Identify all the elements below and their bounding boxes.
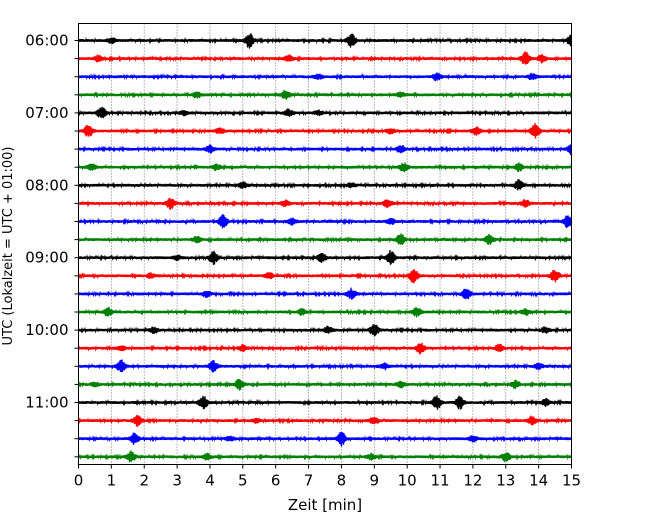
x-tick-label: 11 — [430, 472, 449, 490]
x-tick-label: 15 — [562, 472, 581, 490]
y-tick-label: 07:00 — [25, 104, 68, 122]
y-axis-ticks: 06:00 07:00 08:00 09:00 10:00 11:00 — [25, 32, 79, 458]
x-tick-label: 4 — [205, 472, 215, 490]
x-tick-label: 6 — [271, 472, 281, 490]
y-tick-label: 09:00 — [25, 249, 68, 267]
y-tick-label: 11:00 — [25, 394, 68, 412]
trace-0845 — [77, 233, 573, 245]
trace-0645 — [77, 89, 573, 100]
trace-rows — [77, 33, 573, 463]
trace-0630 — [77, 72, 573, 82]
x-tick-label: 5 — [238, 472, 248, 490]
trace-1130 — [77, 431, 573, 447]
trace-1015 — [77, 342, 573, 355]
axes-frame — [78, 23, 572, 465]
x-tick-label: 12 — [463, 472, 482, 490]
x-tick-label: 3 — [172, 472, 182, 490]
trace-1115 — [77, 414, 573, 427]
trace-0600 — [77, 33, 573, 49]
trace-0700 — [77, 106, 573, 119]
x-axis-label: Zeit [min] — [288, 496, 362, 514]
y-tick-label: 08:00 — [25, 176, 68, 194]
trace-0715 — [77, 123, 573, 139]
trace-1100 — [77, 395, 573, 410]
trace-1030 — [77, 359, 573, 373]
y-tick-label: 10:00 — [25, 321, 68, 339]
trace-0915 — [77, 268, 573, 284]
x-tick-label: 2 — [139, 472, 149, 490]
x-tick-label: 8 — [337, 472, 347, 490]
trace-0830 — [77, 213, 573, 229]
x-tick-label: 7 — [304, 472, 314, 490]
x-tick-label: 9 — [370, 472, 380, 490]
trace-1045 — [77, 378, 573, 391]
x-tick-label: 0 — [74, 472, 84, 490]
trace-0900 — [77, 249, 573, 265]
x-tick-label: 14 — [529, 472, 548, 490]
trace-0945 — [77, 306, 573, 318]
trace-1145 — [77, 450, 573, 463]
y-tick-label: 06:00 — [25, 32, 68, 50]
trace-0815 — [77, 197, 573, 211]
trace-0615 — [77, 51, 573, 65]
trace-0800 — [77, 179, 573, 191]
trace-1000 — [77, 324, 573, 337]
trace-0745 — [77, 162, 573, 173]
x-axis-ticks: 0 1 2 3 4 5 6 7 8 9 10 11 12 13 14 15 — [74, 464, 581, 490]
x-tick-label: 1 — [107, 472, 117, 490]
trace-0730 — [77, 144, 573, 156]
y-axis-label: UTC (Lokalzeit = UTC + 01:00) — [1, 147, 16, 346]
x-tick-label: 10 — [398, 472, 417, 490]
trace-0930 — [77, 287, 573, 300]
x-tick-label: 13 — [496, 472, 515, 490]
